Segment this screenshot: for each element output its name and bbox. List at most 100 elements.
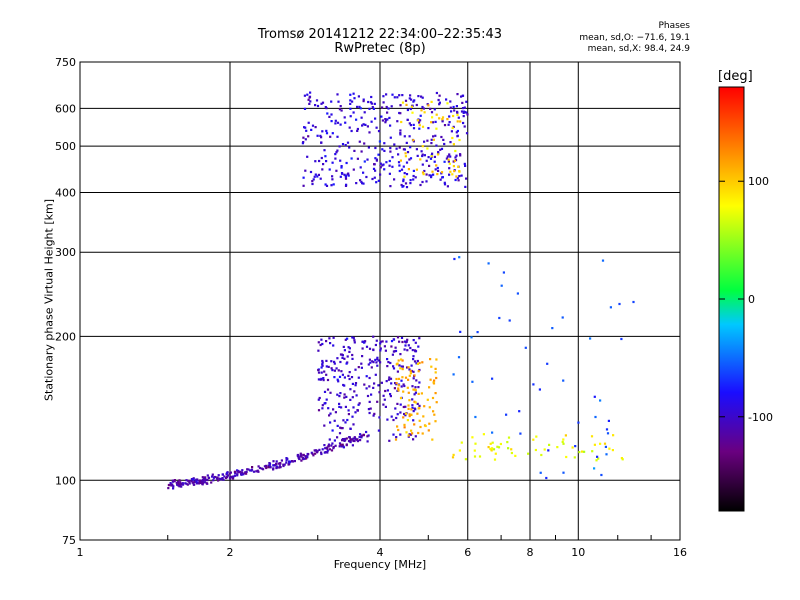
phase-stat-o-mode: mean, sd,O: −71.6, 19.1 xyxy=(579,33,690,43)
echo-point xyxy=(321,404,324,407)
echo-point xyxy=(471,380,474,383)
echo-point xyxy=(412,410,415,413)
echo-point xyxy=(324,447,327,450)
echo-point xyxy=(263,465,266,468)
echo-point xyxy=(430,121,433,124)
echo-point xyxy=(351,336,354,339)
echo-point xyxy=(403,135,406,138)
echo-point xyxy=(356,105,359,108)
echo-point xyxy=(620,337,623,341)
echo-point xyxy=(411,385,414,388)
echo-point xyxy=(328,438,331,441)
echo-point xyxy=(412,370,415,373)
echo-point xyxy=(399,132,402,135)
echo-point xyxy=(325,365,328,368)
echo-point xyxy=(378,416,381,419)
x-tick-label: 6 xyxy=(464,546,471,559)
echo-point xyxy=(328,337,331,340)
echo-point xyxy=(188,480,191,483)
echo-point xyxy=(392,367,396,370)
echo-point xyxy=(434,367,437,370)
echo-point xyxy=(421,96,424,99)
echo-point xyxy=(307,98,310,101)
echo-point xyxy=(370,95,373,99)
echo-point xyxy=(375,361,378,364)
echo-point xyxy=(368,107,371,110)
echo-point xyxy=(302,184,305,187)
echo-point xyxy=(406,118,409,121)
echo-point xyxy=(535,435,538,438)
echo-point xyxy=(328,168,331,171)
echo-point xyxy=(228,476,231,479)
echo-point xyxy=(406,151,410,154)
echo-point xyxy=(362,100,365,103)
echo-point xyxy=(421,145,424,148)
echo-point xyxy=(228,472,231,475)
echo-point xyxy=(340,445,343,448)
echo-point xyxy=(457,116,460,119)
echo-point xyxy=(407,344,410,347)
echo-point xyxy=(272,468,275,471)
echo-point xyxy=(443,124,447,127)
echo-point xyxy=(403,412,406,416)
echo-point xyxy=(471,436,474,439)
echo-point xyxy=(333,362,336,365)
echo-point xyxy=(171,479,175,482)
echo-point xyxy=(307,453,310,456)
echo-point xyxy=(335,367,338,370)
echo-point xyxy=(408,97,411,100)
echo-point xyxy=(357,376,360,379)
echo-point xyxy=(297,456,300,459)
echo-point xyxy=(401,185,404,188)
echo-point xyxy=(321,363,324,366)
echo-point xyxy=(413,407,416,410)
echo-point xyxy=(599,442,602,445)
y-tick-label: 75 xyxy=(62,534,76,547)
echo-point xyxy=(381,164,384,167)
echo-point xyxy=(543,448,546,451)
echo-point xyxy=(320,156,323,160)
echo-point xyxy=(392,418,395,422)
echo-point xyxy=(177,480,180,484)
echo-point xyxy=(514,454,517,457)
echo-point xyxy=(404,405,407,408)
echo-point xyxy=(380,381,383,384)
echo-point xyxy=(406,349,409,352)
echo-point xyxy=(333,376,336,379)
echo-point xyxy=(452,160,455,163)
echo-point xyxy=(361,355,364,358)
echo-point xyxy=(414,401,417,404)
echo-point xyxy=(343,349,346,352)
echo-point xyxy=(414,386,417,389)
echo-point xyxy=(385,340,388,343)
echo-point xyxy=(432,138,435,141)
echo-point xyxy=(412,127,416,130)
echo-point xyxy=(431,121,435,124)
echo-point xyxy=(344,405,347,408)
echo-point xyxy=(398,169,401,173)
echo-point xyxy=(340,406,343,409)
echo-point xyxy=(431,116,434,119)
echo-point xyxy=(581,450,584,453)
grid-lines xyxy=(80,62,680,540)
echo-point xyxy=(250,468,254,471)
echo-point xyxy=(453,170,456,173)
echo-point xyxy=(594,415,597,419)
echo-point xyxy=(374,343,377,347)
echo-point xyxy=(212,476,215,479)
echo-point xyxy=(440,135,443,139)
echo-point xyxy=(390,105,393,108)
echo-point xyxy=(339,175,342,178)
echo-point xyxy=(324,402,327,405)
echo-point xyxy=(448,167,451,170)
echo-point xyxy=(413,374,416,377)
echo-point xyxy=(201,479,204,482)
echo-point xyxy=(223,475,226,478)
echo-point xyxy=(430,365,433,368)
echo-point xyxy=(320,141,323,144)
echo-point xyxy=(346,355,349,358)
echo-point xyxy=(341,443,344,446)
echo-point xyxy=(596,455,599,458)
echo-point xyxy=(385,93,388,96)
echo-point xyxy=(452,453,455,456)
